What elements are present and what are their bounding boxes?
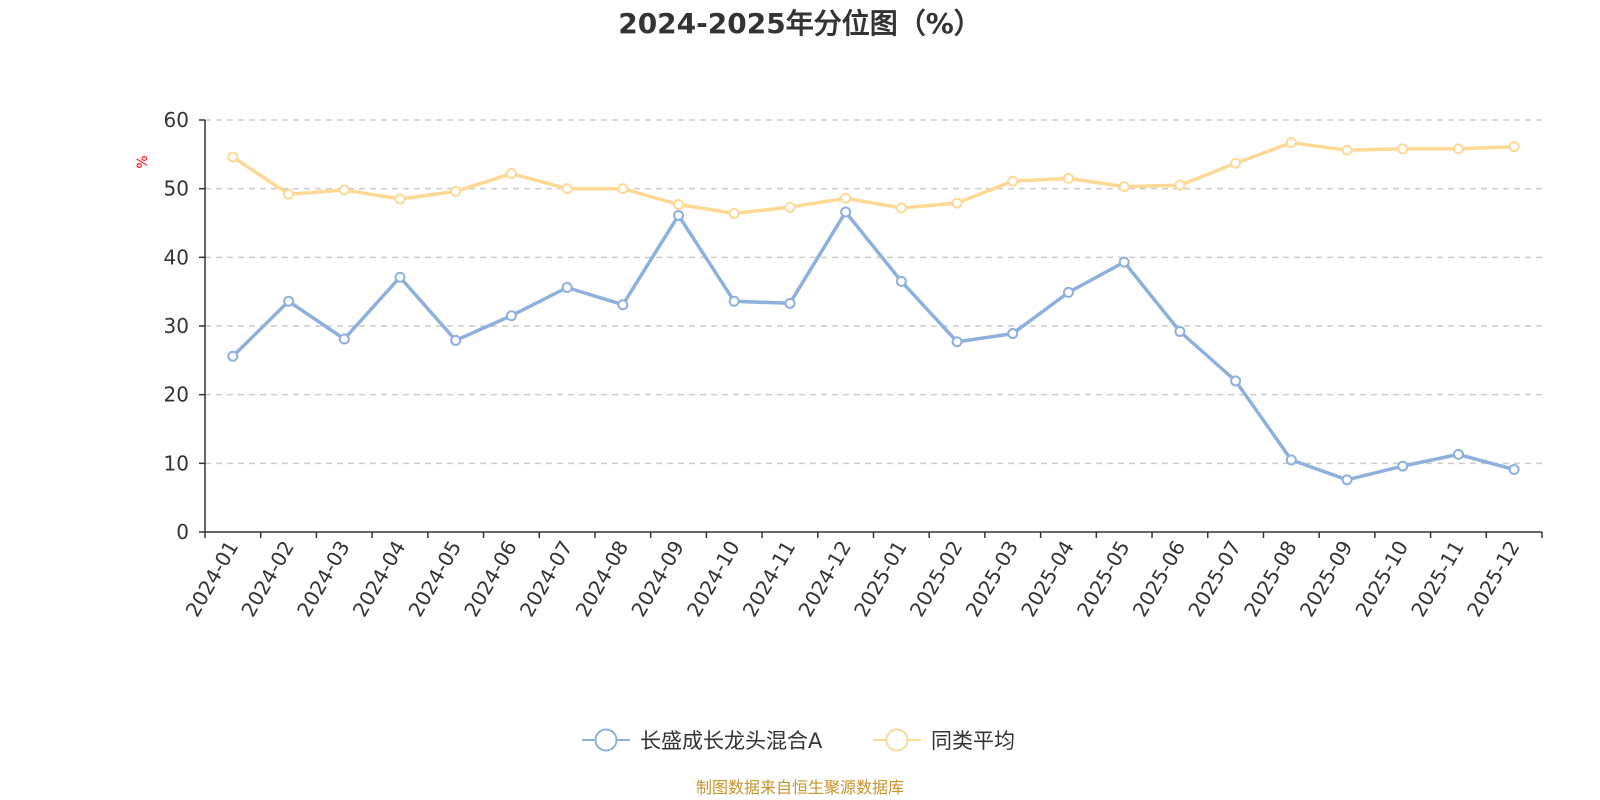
y-tick-label: 20	[164, 383, 189, 407]
data-point[interactable]	[283, 188, 295, 200]
data-point[interactable]	[561, 282, 573, 294]
data-point[interactable]	[505, 310, 517, 322]
data-point[interactable]	[450, 185, 462, 197]
x-tick-label: 2024-07	[515, 537, 578, 621]
data-point[interactable]	[1397, 143, 1409, 155]
x-tick-label: 2025-06	[1128, 537, 1191, 621]
data-point[interactable]	[951, 336, 963, 348]
y-tick-label: 60	[164, 108, 189, 132]
data-point[interactable]	[394, 193, 406, 205]
series-line	[231, 210, 1516, 482]
legend-item[interactable]: 长盛成长龙头混合A	[582, 728, 823, 753]
data-point[interactable]	[1174, 179, 1186, 191]
data-point[interactable]	[1062, 286, 1074, 298]
data-point[interactable]	[1118, 181, 1130, 193]
x-tick-label: 2025-01	[849, 537, 912, 621]
data-source-note: 制图数据来自恒生聚源数据库	[696, 778, 904, 797]
y-axis-unit-label: %	[135, 155, 151, 168]
data-point[interactable]	[617, 299, 629, 311]
x-tick-label: 2024-03	[292, 537, 355, 621]
legend-item[interactable]: 同类平均	[873, 728, 1015, 753]
legend-label: 长盛成长龙头混合A	[640, 729, 823, 753]
data-point[interactable]	[505, 168, 517, 180]
data-point[interactable]	[895, 202, 907, 214]
x-tick-label: 2025-05	[1072, 537, 1135, 621]
data-point[interactable]	[895, 275, 907, 287]
data-point[interactable]	[1508, 464, 1520, 476]
data-point[interactable]	[784, 201, 796, 213]
x-tick-label: 2025-03	[961, 536, 1024, 620]
data-point[interactable]	[617, 183, 629, 195]
series-group	[227, 137, 1520, 219]
chart-title: 2024-2025年分位图（%）	[618, 7, 982, 40]
data-point[interactable]	[227, 151, 239, 163]
data-point[interactable]	[728, 207, 740, 219]
data-point[interactable]	[1230, 375, 1242, 387]
data-point[interactable]	[394, 271, 406, 283]
data-point[interactable]	[1285, 137, 1297, 149]
x-tick-label: 2025-11	[1406, 537, 1469, 621]
data-point[interactable]	[1285, 454, 1297, 466]
data-point[interactable]	[561, 183, 573, 195]
x-tick-label: 2024-11	[738, 537, 801, 621]
data-point[interactable]	[673, 198, 685, 210]
x-tick-label: 2024-12	[793, 537, 856, 621]
data-point[interactable]	[227, 350, 239, 362]
legend-marker-icon	[885, 728, 909, 752]
x-tick-label: 2025-04	[1016, 537, 1079, 621]
data-point[interactable]	[1397, 460, 1409, 472]
y-tick-label: 0	[176, 520, 189, 544]
data-point[interactable]	[1118, 256, 1130, 268]
data-point[interactable]	[1230, 157, 1242, 169]
y-tick-label: 10	[164, 451, 189, 475]
x-tick-label: 2025-12	[1462, 537, 1525, 621]
legend-marker-icon	[594, 728, 618, 752]
data-point[interactable]	[1341, 474, 1353, 486]
data-point[interactable]	[450, 334, 462, 346]
x-tick-label: 2024-09	[626, 537, 689, 621]
axes: 01020304050602024-012024-022024-032024-0…	[164, 108, 1543, 621]
data-point[interactable]	[283, 295, 295, 307]
data-point[interactable]	[1452, 448, 1464, 460]
data-point[interactable]	[728, 295, 740, 307]
data-point[interactable]	[673, 209, 685, 221]
x-tick-label: 2024-04	[348, 537, 411, 621]
data-point[interactable]	[840, 192, 852, 204]
x-tick-label: 2025-07	[1183, 537, 1246, 621]
x-tick-label: 2024-06	[459, 537, 522, 621]
y-tick-label: 50	[164, 177, 189, 201]
data-point[interactable]	[338, 333, 350, 345]
y-tick-label: 40	[164, 245, 189, 269]
data-point[interactable]	[840, 206, 852, 218]
x-tick-label: 2024-05	[403, 537, 466, 621]
data-point[interactable]	[1452, 143, 1464, 155]
x-tick-label: 2024-10	[682, 537, 745, 621]
data-point[interactable]	[951, 197, 963, 209]
x-tick-label: 2025-10	[1350, 537, 1413, 621]
legend[interactable]: 长盛成长龙头混合A 同类平均	[582, 728, 1015, 753]
data-point[interactable]	[1007, 328, 1019, 340]
data-point[interactable]	[1174, 325, 1186, 337]
data-point[interactable]	[338, 184, 350, 196]
data-point[interactable]	[1341, 144, 1353, 156]
x-tick-label: 2025-08	[1239, 537, 1302, 621]
grid-lines	[205, 119, 1542, 465]
x-tick-label: 2024-01	[181, 537, 244, 621]
x-tick-label: 2025-09	[1295, 537, 1358, 621]
data-point[interactable]	[1007, 175, 1019, 187]
data-point[interactable]	[1062, 172, 1074, 184]
x-tick-label: 2024-02	[236, 537, 299, 621]
y-tick-label: 30	[164, 314, 189, 338]
data-point[interactable]	[784, 297, 796, 309]
series-lines	[227, 137, 1520, 486]
x-tick-label: 2025-02	[905, 537, 968, 621]
x-tick-label: 2024-08	[571, 537, 634, 621]
series-group	[227, 206, 1520, 486]
data-point[interactable]	[1508, 141, 1520, 153]
legend-label: 同类平均	[931, 729, 1015, 753]
series-line	[231, 140, 1516, 216]
